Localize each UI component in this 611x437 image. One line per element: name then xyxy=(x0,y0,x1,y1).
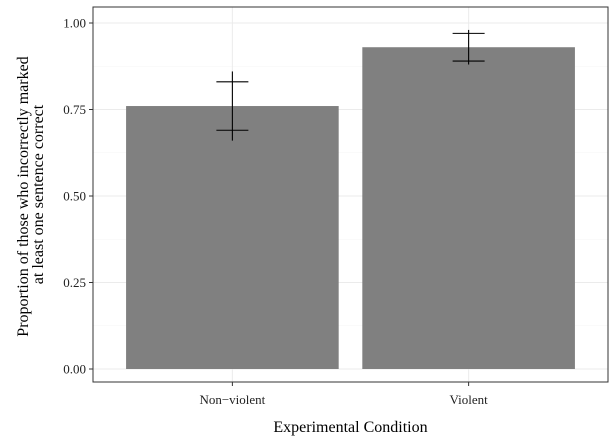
y-tick-label: 0.25 xyxy=(63,275,86,290)
y-tick-label: 1.00 xyxy=(63,16,86,31)
y-tick-label: 0.00 xyxy=(63,362,86,377)
x-axis-title: Experimental Condition xyxy=(273,419,427,436)
bars xyxy=(126,47,575,369)
bar xyxy=(126,106,339,369)
y-axis: 0.00 0.25 0.50 0.75 1.00 xyxy=(63,16,93,377)
x-axis: Non−violent Violent xyxy=(199,382,488,407)
error-bars xyxy=(216,29,485,141)
plot-panel xyxy=(92,6,609,383)
bar xyxy=(362,47,575,369)
y-axis-title: Proportion of those who incorrectly mark… xyxy=(15,52,47,336)
x-tick-label: Non−violent xyxy=(199,392,265,407)
y-tick-label: 0.50 xyxy=(63,189,86,204)
y-axis-title-line-1: Proportion of those who incorrectly mark… xyxy=(15,56,32,336)
y-tick-label: 0.75 xyxy=(63,102,86,117)
y-axis-title-line-2: at least one sentence correct xyxy=(30,104,47,284)
x-tick-label: Violent xyxy=(450,392,489,407)
